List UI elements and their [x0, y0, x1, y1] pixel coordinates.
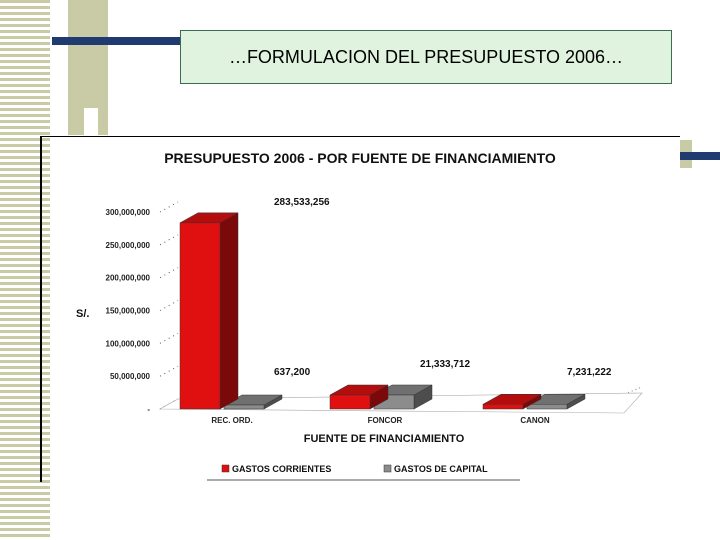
y-tick-label: 250,000,000 — [106, 241, 151, 250]
chart-title: PRESUPUESTO 2006 - POR FUENTE DE FINANCI… — [164, 150, 556, 166]
x-axis-label: FUENTE DE FINANCIAMIENTO — [304, 433, 465, 445]
y-axis-label: S/. — [76, 308, 89, 320]
data-label: 7,231,222 — [567, 367, 612, 378]
bar-gastos-capital — [526, 404, 568, 410]
legend-swatch-corrientes — [221, 464, 230, 473]
y-tick-label: 150,000,000 — [106, 307, 151, 316]
decorative-bar-right — [680, 152, 720, 160]
slide-title-text: …FORMULACION DEL PRESUPUESTO 2006… — [228, 46, 624, 67]
legend-swatch-capital — [383, 464, 392, 473]
gridline — [159, 234, 179, 246]
budget-chart: PRESUPUESTO 2006 - POR FUENTE DE FINANCI… — [76, 150, 643, 481]
gridline — [159, 300, 179, 311]
x-tick-label: FONCOR — [368, 416, 403, 425]
gridline — [159, 332, 179, 344]
bar-gastos-corrientes — [329, 394, 371, 410]
decorative-notch — [84, 108, 98, 135]
gridline — [159, 201, 179, 213]
data-label: 21,333,712 — [420, 359, 470, 370]
bar-gastos-corrientes-side — [219, 212, 239, 410]
chart-frame-left — [40, 136, 42, 482]
y-tick-label: 200,000,000 — [106, 274, 151, 283]
bar-gastos-corrientes — [179, 222, 221, 410]
data-label: 637,200 — [274, 367, 311, 378]
y-tick-label: 50,000,000 — [110, 372, 151, 381]
data-label: 283,533,256 — [274, 197, 330, 208]
bar-gastos-corrientes — [482, 404, 524, 410]
gridline — [159, 267, 179, 279]
x-tick-label: CANON — [520, 416, 550, 425]
bar-gastos-capital — [223, 404, 265, 410]
legend-label-capital: GASTOS DE CAPITAL — [394, 464, 488, 474]
y-tick-label: 300,000,000 — [106, 208, 151, 217]
legend-label-corrientes: GASTOS CORRIENTES — [232, 464, 331, 474]
decorative-bar — [52, 37, 180, 45]
y-tick-label: 100,000,000 — [106, 339, 151, 348]
x-tick-label: REC. ORD. — [211, 416, 252, 425]
y-tick-label: - — [147, 405, 150, 414]
slide-title: …FORMULACION DEL PRESUPUESTO 2006… — [180, 30, 672, 84]
chart-frame-top — [40, 136, 680, 137]
gridline — [159, 365, 179, 377]
